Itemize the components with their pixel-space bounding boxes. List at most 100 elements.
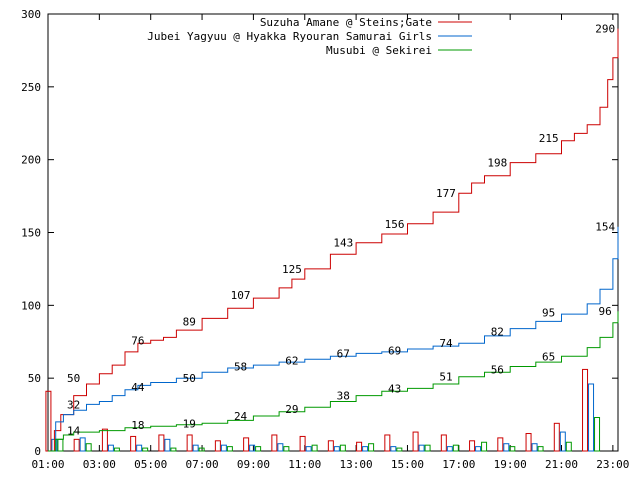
hourly-bar — [107, 444, 114, 452]
data-label: 14 — [67, 425, 81, 438]
hourly-bar — [333, 446, 340, 452]
hourly-bar — [339, 444, 346, 452]
data-label: 56 — [491, 363, 504, 376]
hourly-bar — [186, 434, 193, 452]
hourly-bar — [565, 441, 572, 452]
hourly-bar — [255, 446, 262, 452]
series-line — [48, 311, 619, 452]
data-label: 50 — [67, 372, 80, 385]
data-label: 143 — [333, 237, 353, 250]
hourly-bar — [424, 444, 431, 452]
hourly-bar — [299, 435, 306, 452]
y-tick-label: 0 — [34, 445, 41, 458]
data-label: 95 — [542, 307, 555, 320]
series-line — [48, 226, 619, 452]
legend-label-2: Musubi @ Sekirei — [326, 44, 432, 57]
hourly-bar — [271, 434, 278, 452]
data-label: 96 — [599, 305, 612, 318]
x-tick-label: 09:00 — [237, 458, 270, 471]
hourly-bar — [509, 446, 516, 452]
legend-label-1: Jubei Yagyuu @ Hyakka Ryouran Samurai Gi… — [147, 30, 432, 43]
data-label: 177 — [436, 187, 456, 200]
x-tick-label: 19:00 — [494, 458, 527, 471]
hourly-bar — [142, 447, 149, 452]
x-tick-label: 13:00 — [340, 458, 373, 471]
data-label: 198 — [487, 157, 507, 170]
hourly-bar — [582, 368, 589, 452]
hourly-bar — [531, 443, 538, 452]
x-tick-label: 03:00 — [83, 458, 116, 471]
x-tick-label: 23:00 — [596, 458, 629, 471]
x-tick-label: 07:00 — [185, 458, 218, 471]
hourly-bar — [243, 437, 250, 452]
y-tick-label: 150 — [21, 227, 41, 240]
hourly-bar — [440, 434, 447, 452]
hourly-bar — [418, 444, 425, 452]
x-tick-label: 01:00 — [31, 458, 64, 471]
hourly-bar — [249, 444, 256, 452]
legend: Suzuha Amane @ Steins;Gate Jubei Yagyuu … — [147, 16, 472, 57]
hourly-bar — [192, 444, 199, 452]
hourly-bar — [356, 441, 363, 452]
hourly-bar — [214, 440, 221, 452]
hourly-bar — [277, 443, 284, 452]
x-axis: 01:00 03:00 05:00 07:00 09:00 11:00 13:00 15:00… — [31, 14, 629, 471]
hourly-bar — [446, 446, 453, 452]
hourly-bar — [594, 416, 601, 452]
data-label: 44 — [131, 381, 145, 394]
data-label: 51 — [439, 371, 452, 384]
hourly-bar — [559, 431, 566, 452]
hourly-bar — [497, 437, 504, 452]
series-line — [48, 28, 619, 452]
hourly-bar — [390, 446, 397, 452]
data-label: 19 — [183, 417, 196, 430]
y-tick-label: 100 — [21, 299, 41, 312]
data-label: 18 — [131, 419, 144, 432]
y-tick-label: 300 — [21, 8, 41, 21]
hourly-bar — [368, 443, 375, 452]
data-label: 29 — [285, 403, 298, 416]
hourly-bar — [130, 435, 137, 452]
hourly-bar — [525, 433, 532, 452]
x-tick-label: 15:00 — [391, 458, 424, 471]
data-label: 69 — [388, 344, 401, 357]
data-label: 89 — [183, 315, 196, 328]
hourly-bar — [198, 447, 205, 452]
hourly-bar — [73, 438, 80, 452]
x-tick-label: 05:00 — [134, 458, 167, 471]
hourly-bar — [469, 440, 476, 452]
hourly-bar — [85, 443, 92, 452]
hourly-bar — [475, 446, 482, 452]
y-tick-label: 50 — [28, 372, 41, 385]
data-label: 58 — [234, 361, 247, 374]
data-label: 43 — [388, 382, 401, 395]
y-axis: 0 50 100 150 200 250 300 — [21, 8, 618, 458]
hourly-bar — [588, 383, 595, 452]
hourly-bar — [170, 447, 177, 452]
data-label: 290 — [595, 23, 615, 36]
data-label: 154 — [595, 221, 615, 234]
data-label: 62 — [285, 355, 298, 368]
hourly-bar — [113, 447, 120, 452]
hourly-bar — [226, 446, 233, 452]
x-tick-label: 11:00 — [288, 458, 321, 471]
hourly-bar — [396, 447, 403, 452]
data-label: 215 — [539, 132, 559, 145]
x-tick-label: 17:00 — [442, 458, 475, 471]
data-label: 156 — [385, 218, 405, 231]
hourly-bar — [311, 444, 318, 452]
y-tick-label: 200 — [21, 154, 41, 167]
hourly-bar — [158, 434, 165, 452]
hourly-bar — [327, 440, 334, 452]
hourly-bar — [452, 444, 459, 452]
data-label: 76 — [131, 334, 144, 347]
hourly-bar — [283, 446, 290, 452]
hourly-bar — [57, 438, 64, 452]
hourly-bar — [481, 441, 488, 452]
hourly-bar — [101, 428, 108, 452]
hourly-bar — [553, 422, 560, 452]
hourly-bar — [384, 434, 391, 452]
hourly-bars — [45, 368, 601, 452]
data-label: 125 — [282, 263, 302, 276]
